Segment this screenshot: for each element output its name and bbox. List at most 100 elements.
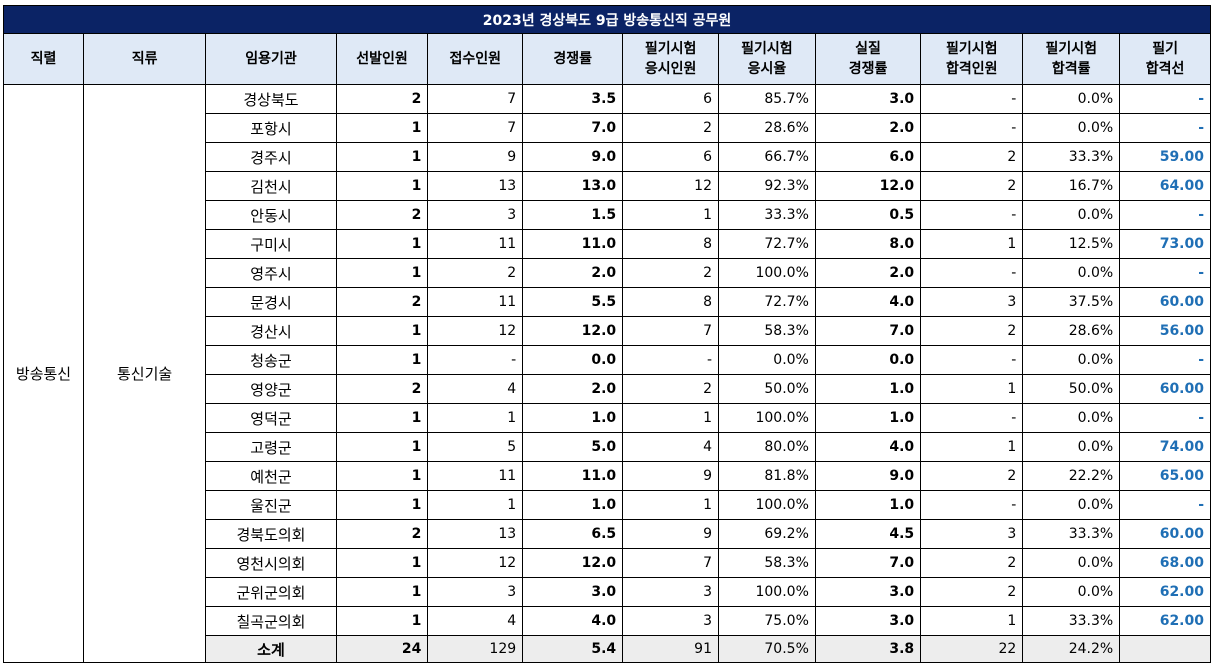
- table-cell: 0.0%: [1022, 490, 1121, 520]
- table-cell: 1.0: [814, 490, 922, 520]
- table-cell: 3: [920, 519, 1024, 549]
- table-cell: 50.0%: [1022, 374, 1121, 404]
- table-cell: 1: [335, 229, 429, 259]
- table-cell: 12: [622, 171, 719, 201]
- table-cell: -: [1119, 258, 1211, 288]
- table-cell: 5.0: [522, 432, 624, 462]
- table-cell: -: [920, 258, 1024, 288]
- table-cell: 4: [622, 432, 719, 462]
- table-cell: 16.7%: [1022, 171, 1121, 201]
- table-cell: 64.00: [1119, 171, 1211, 201]
- agency-cell: 김천시: [205, 171, 337, 201]
- table-cell: 2.0: [814, 258, 922, 288]
- table-cell: 2: [335, 519, 429, 549]
- table-cell: 1: [335, 432, 429, 462]
- category-cell: 통신기술: [83, 84, 207, 663]
- column-header-line: 응시인원: [644, 61, 697, 77]
- table-cell: 80.0%: [718, 432, 816, 462]
- table-cell: -: [427, 345, 524, 375]
- total-cell: 24.2%: [1022, 635, 1121, 663]
- table-cell: 11.0: [522, 461, 624, 491]
- table-cell: 72.7%: [718, 229, 816, 259]
- table-cell: 1: [335, 258, 429, 288]
- table-cell: 3.5: [522, 84, 624, 114]
- table-row: 울진군 1 1 1.0 1 100.0% 1.0-0.0% -: [4, 490, 1211, 520]
- table-cell: 1: [335, 171, 429, 201]
- table-cell: 11: [427, 229, 524, 259]
- table-cell: 1.0: [814, 374, 922, 404]
- table-cell: 59.00: [1119, 142, 1211, 172]
- table-cell: 11: [427, 287, 524, 317]
- table-cell: 2.0: [522, 374, 624, 404]
- table-cell: 1: [335, 548, 429, 578]
- total-cell: 70.5%: [718, 635, 816, 663]
- table-row: 군위군의회 1 3 3.0 3 100.0% 3.0 2 0.0% 62.00: [4, 577, 1211, 607]
- table-cell: 3: [427, 200, 524, 230]
- table-cell: 13.0: [522, 171, 624, 201]
- table-cell: -: [1119, 403, 1211, 433]
- total-row: 소계 24 129 5.4 91 70.5% 3.8 22 24.2%: [4, 635, 1211, 663]
- table-cell: 0.0: [814, 345, 922, 375]
- table-cell: 1: [920, 374, 1024, 404]
- table-cell: 58.3%: [718, 316, 816, 346]
- agency-cell: 경북도의회: [205, 519, 337, 549]
- table-cell: 81.8%: [718, 461, 816, 491]
- column-header: 필기시험 합격률: [1022, 33, 1121, 85]
- table-cell: 1: [335, 345, 429, 375]
- table-cell: 9.0: [522, 142, 624, 172]
- table-cell: 2: [920, 171, 1024, 201]
- table-cell: 9: [427, 142, 524, 172]
- column-header: 선발인원: [335, 33, 429, 85]
- table-cell: 1: [335, 142, 429, 172]
- table-cell: 65.00: [1119, 461, 1211, 491]
- table-cell: 6: [622, 84, 719, 114]
- table-cell: 1: [622, 490, 719, 520]
- column-header-line: 경쟁률: [553, 51, 592, 67]
- table-body: 방송통신 통신기술 경상북도 2 7 3.5 6 85.7% 3.0-0.0% - 포항시 1 7 7.0…: [2, 84, 1211, 663]
- table-cell: 4.5: [814, 519, 922, 549]
- table-cell: 2: [920, 577, 1024, 607]
- table-row: 문경시 2 11 5.5 8 72.7% 4.0 3 37.5% 60.00: [4, 287, 1211, 317]
- table-cell: 28.6%: [718, 113, 816, 143]
- table-cell: 2: [920, 461, 1024, 491]
- table-cell: 100.0%: [718, 577, 816, 607]
- table-cell: 2.0: [814, 113, 922, 143]
- table-cell: 60.00: [1119, 374, 1211, 404]
- table-cell: 0.5: [814, 200, 922, 230]
- agency-cell: 문경시: [205, 287, 337, 317]
- table-cell: 75.0%: [718, 606, 816, 636]
- table-cell: -: [622, 345, 719, 375]
- table-cell: 0.0%: [1022, 577, 1121, 607]
- column-header-line: 직렬: [30, 51, 57, 67]
- table-cell: 2: [622, 258, 719, 288]
- column-header: 직류: [83, 33, 207, 85]
- column-header-line: 접수인원: [449, 51, 502, 67]
- table-cell: 1: [335, 461, 429, 491]
- table-cell: 4: [427, 606, 524, 636]
- table-cell: 0.0%: [1022, 345, 1121, 375]
- table-cell: 100.0%: [718, 258, 816, 288]
- table-cell: 60.00: [1119, 519, 1211, 549]
- table-cell: 13: [427, 519, 524, 549]
- column-header: 접수인원: [427, 33, 524, 85]
- series-cell: 방송통신: [2, 84, 85, 663]
- table-row: 방송통신 통신기술 경상북도 2 7 3.5 6 85.7% 3.0-0.0% -: [2, 84, 1211, 663]
- table-cell: 0.0%: [1022, 432, 1121, 462]
- table-row: 영천시의회 1 12 12.0 7 58.3% 7.0 2 0.0% 68.00: [4, 548, 1211, 578]
- table-cell: -: [920, 200, 1024, 230]
- table-title: 2023년 경상북도 9급 방송통신직 공무원: [3, 5, 1211, 34]
- table-row: 구미시 1 11 11.0 8 72.7% 8.0 1 12.5% 73.00: [4, 229, 1211, 259]
- table-cell: 1: [427, 403, 524, 433]
- table-cell: 7: [427, 113, 524, 143]
- table-cell: 6.5: [522, 519, 624, 549]
- table-cell: 3.0: [814, 606, 922, 636]
- table-cell: 2: [427, 258, 524, 288]
- agency-cell: 칠곡군의회: [205, 606, 337, 636]
- table-cell: 6: [622, 142, 719, 172]
- table-cell: -: [1119, 345, 1211, 375]
- table-cell: -: [1119, 200, 1211, 230]
- table-cell: 1.0: [522, 490, 624, 520]
- total-cell: 3.8: [814, 635, 922, 663]
- column-header-line: 필기시험: [644, 41, 697, 57]
